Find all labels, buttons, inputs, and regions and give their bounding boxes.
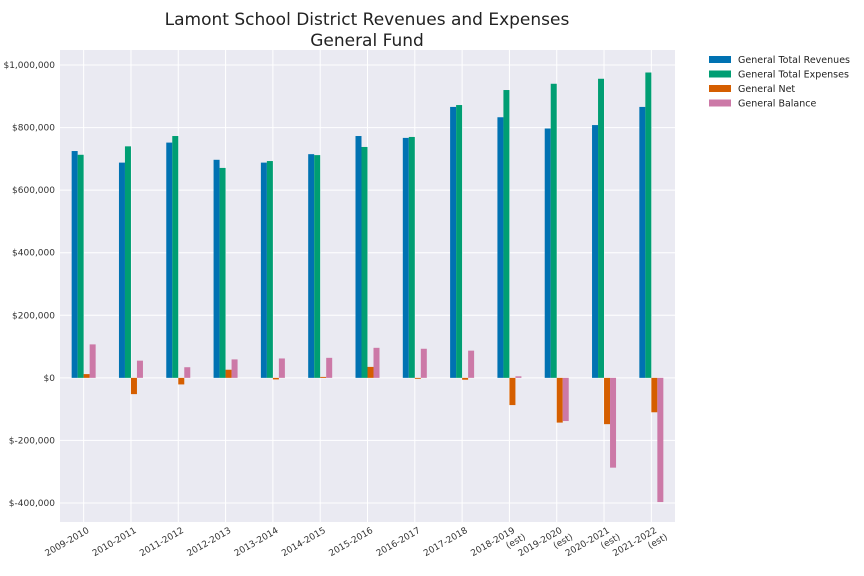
bar-general-total-expenses — [77, 154, 84, 378]
bar-general-total-revenues — [355, 136, 362, 378]
bar-general-net — [83, 374, 90, 378]
x-tick-label-line: 2012-2013 — [186, 526, 233, 559]
legend-swatch — [709, 70, 731, 78]
y-tick-label: $0 — [44, 374, 56, 384]
bar-general-total-revenues — [308, 154, 315, 378]
bar-general-net — [130, 377, 137, 395]
bars — [71, 72, 664, 503]
bar-general-balance — [278, 358, 285, 378]
bar-general-total-revenues — [402, 137, 409, 378]
y-tick-label: $400,000 — [12, 249, 55, 259]
bar-general-balance — [373, 347, 380, 378]
bar-general-total-expenses — [219, 167, 226, 378]
bar-general-net — [509, 377, 516, 406]
chart-subtitle: General Fund — [310, 31, 424, 51]
x-tick-label: 2019-2020(est) — [517, 526, 575, 559]
y-tick-label: $600,000 — [12, 186, 55, 196]
legend: General Total Revenues General Total Expe… — [709, 55, 850, 110]
bar-general-balance — [326, 357, 333, 378]
bar-general-total-expenses — [456, 105, 463, 378]
legend-swatch — [709, 85, 731, 92]
legend-swatch — [709, 99, 731, 107]
bar-general-total-expenses — [314, 155, 321, 378]
x-tick-label: 2018-2019(est) — [469, 526, 527, 559]
legend-swatch — [709, 56, 731, 63]
bar-general-total-expenses — [361, 146, 368, 378]
bar-general-balance — [468, 350, 475, 378]
x-tick-label-line: 2014-2015 — [280, 526, 327, 559]
bar-general-total-revenues — [213, 159, 220, 378]
chart-title: Lamont School District Revenues and Expe… — [165, 10, 570, 30]
bar-general-balance — [136, 360, 143, 378]
bar-general-total-expenses — [503, 90, 510, 378]
x-tick-label-line: 2010-2011 — [91, 526, 138, 559]
bar-general-total-expenses — [550, 83, 557, 378]
bar-general-total-revenues — [71, 151, 78, 378]
legend-label: General Total Expenses — [738, 70, 849, 81]
y-tick-label: $-400,000 — [9, 499, 55, 509]
bar-general-total-revenues — [544, 128, 551, 378]
bar-general-balance — [89, 344, 96, 378]
bar-general-balance — [610, 377, 617, 468]
legend-label: General Net — [738, 84, 795, 95]
bar-general-balance — [562, 377, 569, 422]
y-tick-label: $-200,000 — [9, 436, 55, 446]
x-tick-label-line: 2013-2014 — [233, 526, 281, 559]
x-tick-label-line: 2009-2010 — [44, 526, 92, 559]
bar-general-balance — [184, 367, 191, 378]
bar-general-total-expenses — [124, 146, 131, 378]
x-tick-label: 2011-2012 — [138, 526, 185, 559]
bar-general-total-revenues — [260, 162, 267, 378]
x-tick-label: 2015-2016 — [328, 526, 376, 559]
y-tick-label: $200,000 — [12, 311, 55, 321]
y-tick-label: $800,000 — [12, 124, 55, 134]
x-tick-label: 2016-2017 — [375, 526, 422, 559]
bar-general-total-revenues — [166, 142, 173, 378]
bar-general-total-revenues — [118, 162, 125, 378]
bar-general-balance — [657, 377, 664, 503]
bar-general-total-expenses — [598, 78, 605, 378]
legend-label: General Balance — [738, 99, 817, 110]
bar-general-net — [272, 377, 279, 380]
bar-general-total-expenses — [408, 136, 415, 378]
bar-general-total-revenues — [497, 117, 504, 378]
bar-general-net — [414, 377, 421, 379]
bar-general-net — [225, 369, 232, 378]
x-axis: 2009-2010 2010-2011 2011-2012 2012-2013 2013… — [44, 526, 670, 559]
bar-general-balance — [515, 376, 522, 378]
x-tick-label-line: 2016-2017 — [375, 526, 422, 559]
x-tick-label-line: 2017-2018 — [422, 526, 470, 559]
bar-general-total-revenues — [592, 125, 599, 378]
x-tick-label: 2021-2022(est) — [611, 526, 669, 559]
x-tick-label: 2013-2014 — [233, 526, 281, 559]
bar-general-total-revenues — [450, 106, 457, 378]
bar-general-total-revenues — [639, 106, 646, 378]
x-tick-label-line: 2011-2012 — [138, 526, 185, 559]
x-tick-label: 2020-2021(est) — [564, 526, 622, 559]
y-axis: $-400,000 $-200,000 $0 $200,000 $400,000 $600… — [3, 61, 55, 509]
bar-general-net — [604, 377, 611, 425]
bar-general-total-expenses — [266, 161, 273, 378]
x-tick-label: 2012-2013 — [186, 526, 233, 559]
bar-general-net — [320, 376, 327, 378]
x-tick-label-line: 2015-2016 — [328, 526, 376, 559]
bar-general-net — [462, 377, 469, 380]
x-tick-label: 2017-2018 — [422, 526, 470, 559]
x-tick-label: 2014-2015 — [280, 526, 327, 559]
y-tick-label: $1,000,000 — [3, 61, 55, 71]
bar-general-net — [367, 366, 374, 378]
bar-general-net — [556, 377, 563, 423]
x-tick-label: 2009-2010 — [44, 526, 92, 559]
bar-general-net — [651, 377, 658, 413]
bar-general-total-expenses — [645, 72, 652, 378]
bar-general-balance — [420, 348, 427, 378]
x-tick-label: 2010-2011 — [91, 526, 138, 559]
legend-label: General Total Revenues — [738, 55, 850, 66]
bar-general-balance — [231, 359, 238, 378]
bar-general-net — [178, 377, 185, 385]
bar-general-total-expenses — [172, 136, 179, 378]
